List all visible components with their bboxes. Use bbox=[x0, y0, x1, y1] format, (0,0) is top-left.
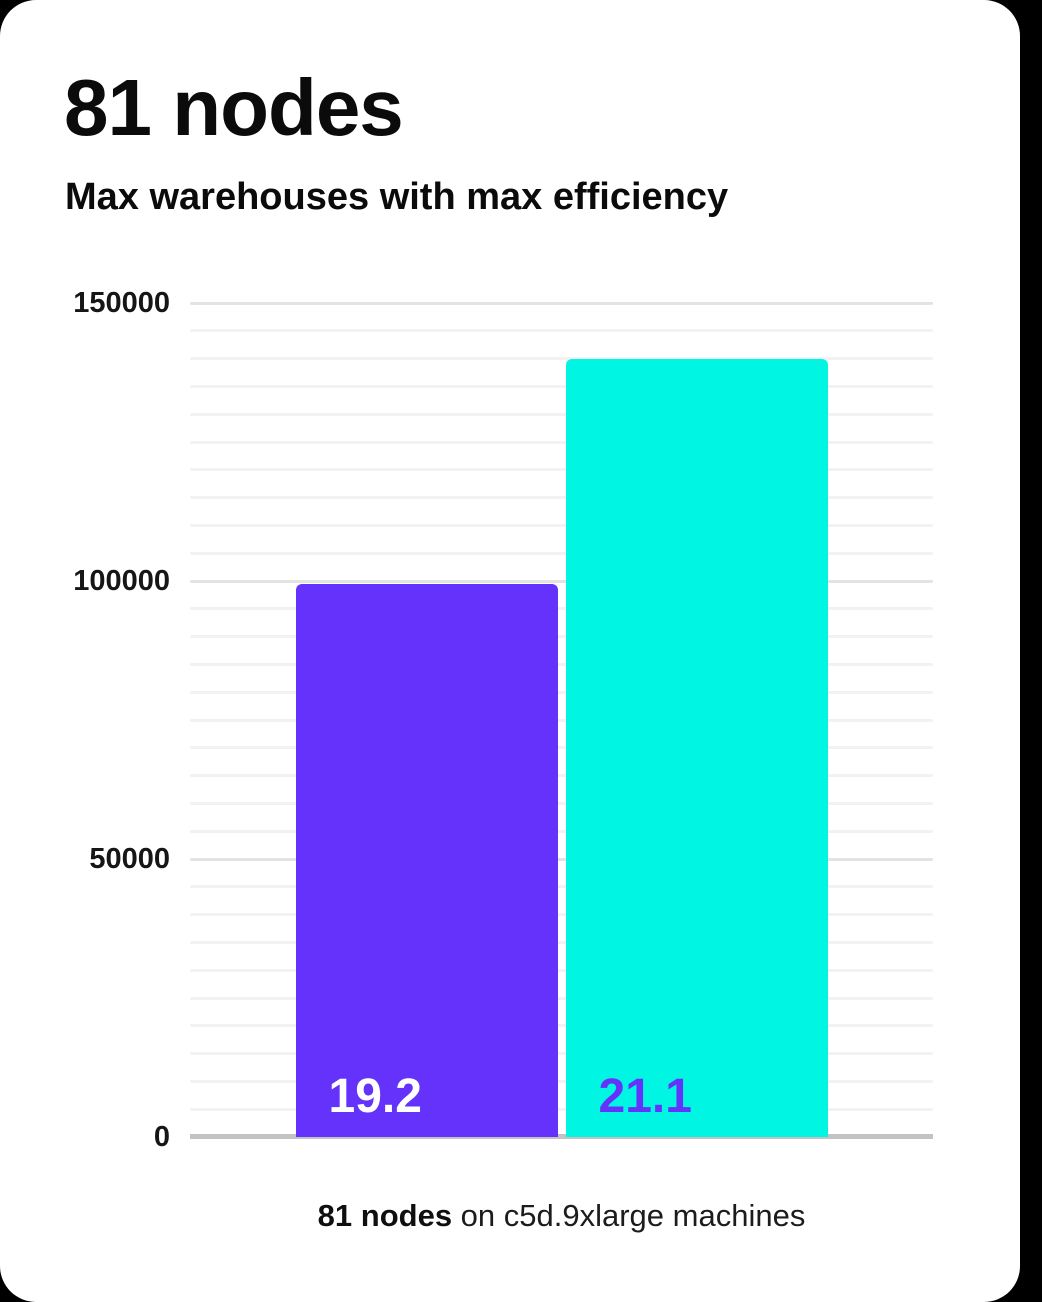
minor-gridline bbox=[190, 440, 933, 444]
minor-gridline bbox=[190, 746, 933, 750]
minor-gridline bbox=[190, 1079, 933, 1083]
chart-subtitle: Max warehouses with max efficiency bbox=[65, 176, 729, 218]
minor-gridline bbox=[190, 1052, 933, 1056]
minor-gridline bbox=[190, 468, 933, 472]
chart-card: 81 nodes Max warehouses with max efficie… bbox=[0, 0, 1020, 1302]
major-gridline bbox=[190, 857, 933, 861]
y-axis-tick-label: 100000 bbox=[73, 565, 170, 597]
minor-gridline bbox=[190, 662, 933, 666]
major-gridline bbox=[190, 301, 933, 305]
minor-gridline bbox=[190, 523, 933, 527]
minor-gridline bbox=[190, 801, 933, 805]
minor-gridline bbox=[190, 607, 933, 611]
minor-gridline bbox=[190, 329, 933, 333]
caption-rest-text: on c5d.9xlarge machines bbox=[452, 1198, 806, 1233]
minor-gridline bbox=[190, 412, 933, 416]
caption: 81 nodes on c5d.9xlarge machines bbox=[190, 1197, 933, 1234]
minor-gridline bbox=[190, 496, 933, 500]
bar-right: 21.1 bbox=[565, 358, 828, 1137]
y-axis-tick-label: 150000 bbox=[73, 287, 170, 319]
minor-gridline bbox=[190, 996, 933, 1000]
minor-gridline bbox=[190, 829, 933, 833]
minor-gridline bbox=[190, 774, 933, 778]
minor-gridline bbox=[190, 1024, 933, 1028]
major-gridline bbox=[190, 579, 933, 583]
minor-gridline bbox=[190, 718, 933, 722]
x-axis-baseline bbox=[190, 1134, 933, 1139]
bar-value-label: 21.1 bbox=[598, 1070, 692, 1123]
minor-gridline bbox=[190, 384, 933, 388]
plot-area: 0 50000 100000 150000 19.2 21.1 bbox=[73, 288, 933, 1152]
minor-gridline bbox=[190, 885, 933, 889]
minor-gridline bbox=[190, 940, 933, 944]
minor-gridline bbox=[190, 690, 933, 694]
minor-gridline bbox=[190, 1107, 933, 1111]
minor-gridline bbox=[190, 913, 933, 917]
bar-value-label: 19.2 bbox=[328, 1070, 422, 1123]
caption-bold-text: 81 nodes bbox=[317, 1198, 453, 1233]
minor-gridline bbox=[190, 551, 933, 555]
bar-left: 19.2 bbox=[295, 583, 558, 1137]
minor-gridline bbox=[190, 635, 933, 639]
chart-title: 81 nodes bbox=[64, 63, 404, 152]
minor-gridline bbox=[190, 968, 933, 972]
minor-gridline bbox=[190, 357, 933, 361]
y-axis-tick-label: 50000 bbox=[89, 843, 170, 875]
y-axis-tick-label: 0 bbox=[153, 1121, 170, 1153]
